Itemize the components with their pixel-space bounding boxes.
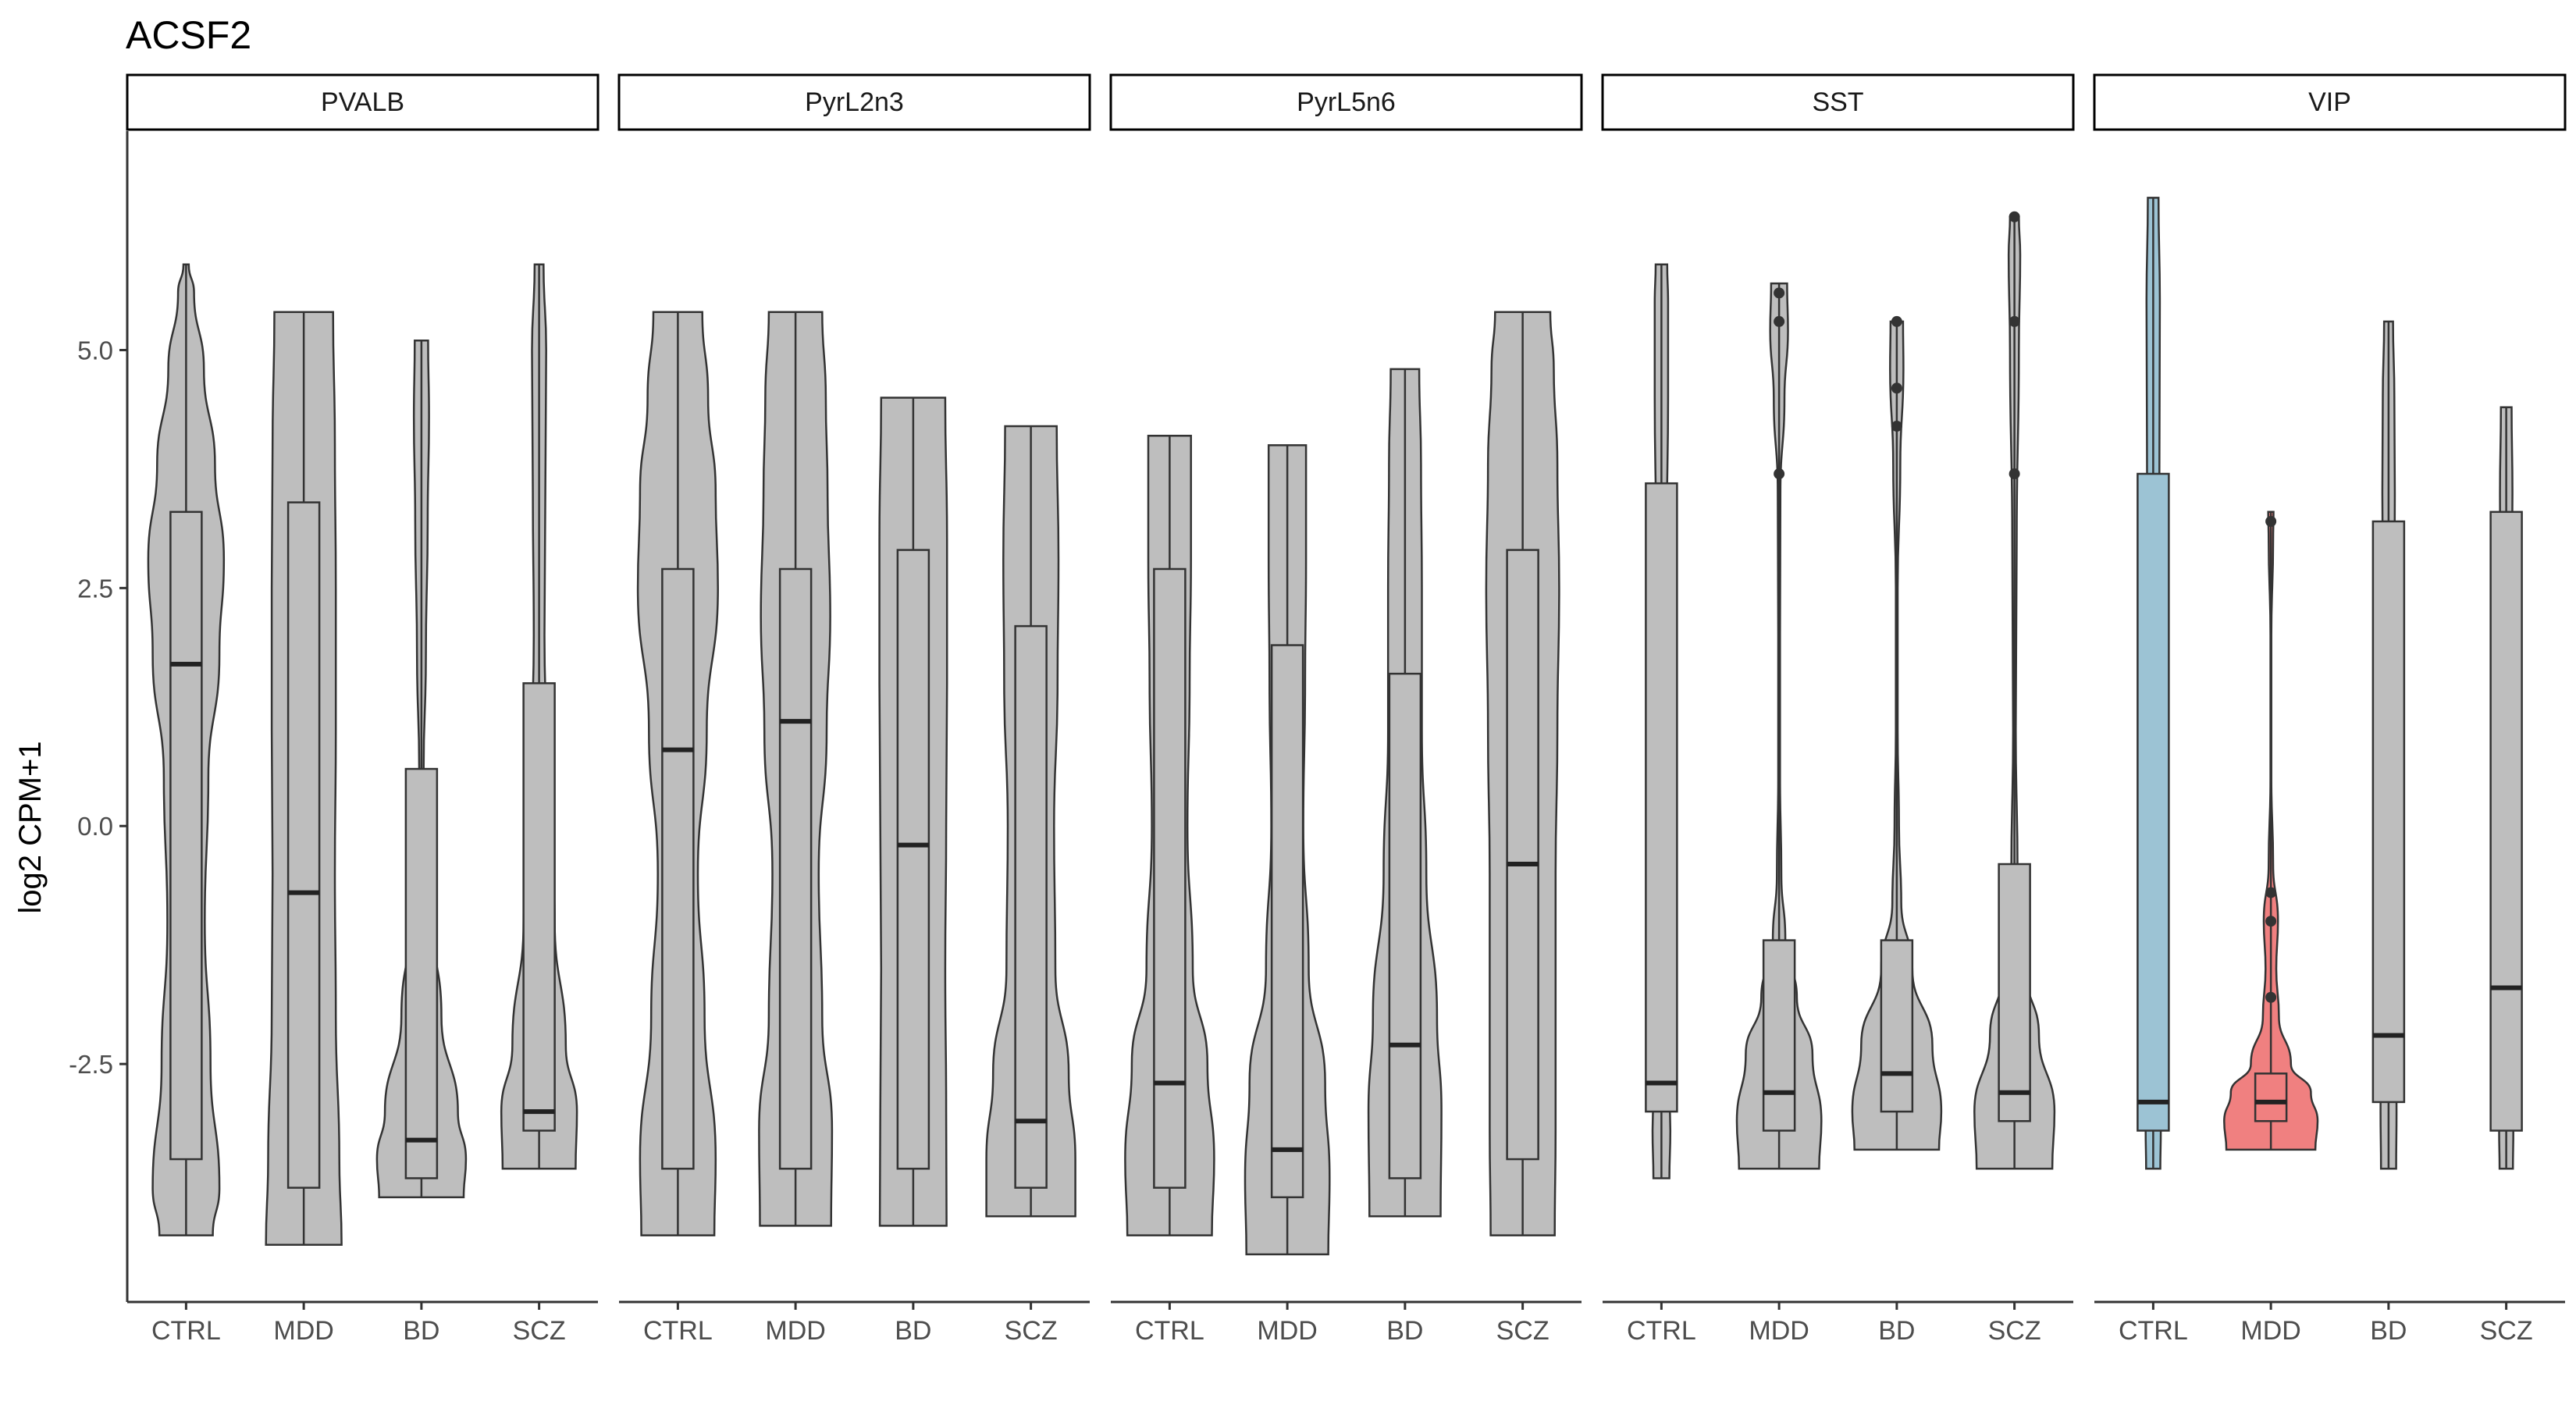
facet-strip-label: SST xyxy=(1812,87,1863,117)
outlier-point xyxy=(1774,287,1785,299)
x-tick-label: MDD xyxy=(1257,1316,1317,1346)
x-tick-label: BD xyxy=(2370,1316,2407,1346)
x-tick-label: BD xyxy=(1386,1316,1423,1346)
violin-sst-ctrl xyxy=(1645,263,1678,1179)
y-tick-label: 0.0 xyxy=(77,812,113,841)
violin-vip-mdd xyxy=(2223,510,2319,1151)
box xyxy=(2371,520,2406,1104)
x-tick-label: SCZ xyxy=(2480,1316,2533,1346)
box xyxy=(1388,672,1422,1179)
x-tick-label: CTRL xyxy=(2119,1316,2188,1346)
facet-strip xyxy=(1601,73,2075,131)
box xyxy=(1880,939,1914,1113)
violin-pyrl5n6-ctrl xyxy=(1124,434,1215,1236)
facet-panel-vip: VIP CTRL MDD BD SCZ xyxy=(2093,73,2567,1346)
box xyxy=(1153,567,1187,1189)
facet-strip xyxy=(2093,73,2567,131)
x-tick-label: SCZ xyxy=(513,1316,566,1346)
facet-strip xyxy=(126,73,600,131)
x-tick-label: MDD xyxy=(2240,1316,2300,1346)
facet-strip-label: PVALB xyxy=(321,87,404,117)
violin-vip-ctrl xyxy=(2137,197,2170,1170)
violin-pvalb-mdd xyxy=(265,311,343,1247)
chart-title: ACSF2 xyxy=(126,13,251,57)
box xyxy=(1762,939,1796,1132)
outlier-point xyxy=(1774,468,1785,480)
violin-pyrl2n3-scz xyxy=(985,425,1076,1218)
box xyxy=(404,767,439,1179)
x-tick-label: CTRL xyxy=(643,1316,713,1346)
x-tick-label: CTRL xyxy=(151,1316,221,1346)
box xyxy=(522,682,556,1132)
violin-pyrl5n6-bd xyxy=(1367,368,1443,1218)
x-tick-label: MDD xyxy=(1749,1316,1809,1346)
outlier-point xyxy=(1891,421,1902,432)
box xyxy=(2137,472,2170,1132)
x-tick-label: BD xyxy=(403,1316,439,1346)
facet-panel-pyrl2n3: PyrL2n3 CTRL MDD BD SCZ xyxy=(617,73,1091,1346)
x-tick-label: BD xyxy=(895,1316,931,1346)
outlier-point xyxy=(1891,382,1902,394)
box xyxy=(2489,510,2523,1132)
facet-strip-label: PyrL5n6 xyxy=(1297,87,1396,117)
violin-vip-bd xyxy=(2371,320,2406,1170)
violin-pvalb-scz xyxy=(500,263,578,1170)
box xyxy=(1270,644,1304,1199)
outlier-point xyxy=(2265,516,2277,527)
x-tick-label: CTRL xyxy=(1135,1316,1204,1346)
y-tick-label: 5.0 xyxy=(77,336,113,365)
violin-pyrl2n3-bd xyxy=(878,397,948,1227)
outlier-point xyxy=(2008,315,2020,327)
box xyxy=(1014,624,1048,1189)
facet-panel-pvalb: PVALB CTRL MDD BD SCZ xyxy=(126,73,600,1346)
y-tick-label: -2.5 xyxy=(69,1050,113,1079)
violin-sst-scz xyxy=(1973,211,2056,1170)
outlier-point xyxy=(1891,315,1902,327)
box xyxy=(778,567,813,1170)
violin-pvalb-ctrl xyxy=(147,263,226,1236)
y-tick-label: 2.5 xyxy=(77,574,113,603)
violin-pyrl2n3-mdd xyxy=(758,311,834,1227)
x-tick-label: MDD xyxy=(273,1316,333,1346)
outlier-point xyxy=(2008,468,2020,480)
facet-strip xyxy=(617,73,1091,131)
facet-panel-sst: SST CTRL MDD BD SCZ xyxy=(1601,73,2075,1346)
box xyxy=(1998,863,2031,1122)
x-tick-label: CTRL xyxy=(1627,1316,1696,1346)
outlier-point xyxy=(2265,991,2277,1003)
outlier-point xyxy=(1774,315,1785,327)
outlier-point xyxy=(2008,211,2020,222)
x-tick-label: SCZ xyxy=(1005,1316,1058,1346)
violin-pyrl5n6-scz xyxy=(1485,311,1560,1236)
x-tick-label: BD xyxy=(1878,1316,1915,1346)
box xyxy=(1645,482,1678,1113)
violin-sst-bd xyxy=(1851,315,1943,1151)
box xyxy=(661,567,695,1170)
box xyxy=(286,501,321,1189)
violin-pyrl5n6-mdd xyxy=(1244,444,1331,1256)
y-axis-label: log2 CPM+1 xyxy=(13,741,48,913)
facet-panel-pyrl5n6: PyrL5n6 CTRL MDD BD SCZ xyxy=(1109,73,1583,1346)
box xyxy=(169,510,203,1161)
x-tick-label: SCZ xyxy=(1988,1316,2041,1346)
violin-pvalb-bd xyxy=(375,340,468,1199)
y-axis: 5.0 2.5 0.0 -2.5 xyxy=(69,131,129,1302)
violin-pyrl2n3-ctrl xyxy=(636,311,719,1236)
violin-vip-scz xyxy=(2489,406,2523,1170)
violin-sst-mdd xyxy=(1735,282,1823,1170)
box xyxy=(896,549,930,1170)
facet-strip-label: VIP xyxy=(2308,87,2351,117)
x-tick-label: SCZ xyxy=(1496,1316,1550,1346)
x-tick-label: MDD xyxy=(765,1316,825,1346)
facet-strip xyxy=(1109,73,1583,131)
box xyxy=(1506,549,1539,1161)
box xyxy=(2254,1072,2288,1122)
outlier-point xyxy=(2265,916,2277,927)
outlier-point xyxy=(2265,887,2277,898)
facet-strip-label: PyrL2n3 xyxy=(805,87,904,117)
